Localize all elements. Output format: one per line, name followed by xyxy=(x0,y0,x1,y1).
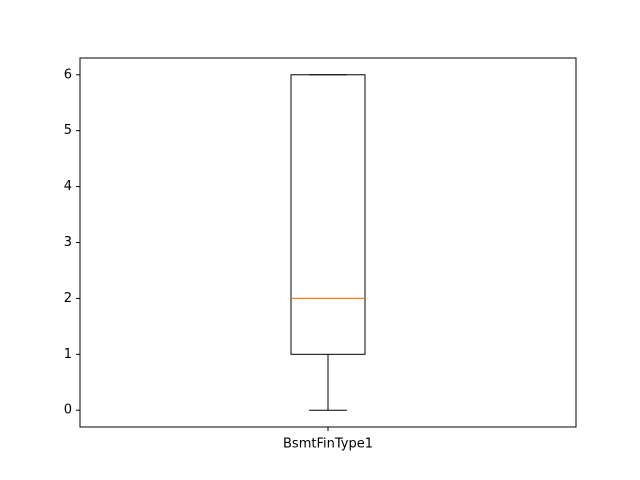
y-tick-label: 5 xyxy=(64,123,72,138)
boxes xyxy=(290,74,366,411)
x-tick-label: BsmtFinType1 xyxy=(283,437,373,452)
y-axis: 0 1 2 3 4 5 6 xyxy=(64,67,80,418)
box-0 xyxy=(290,74,366,411)
y-tick-label: 2 xyxy=(64,291,72,306)
y-tick-label: 1 xyxy=(64,347,72,362)
y-tick-label: 4 xyxy=(64,179,72,194)
x-axis: BsmtFinType1 xyxy=(283,427,373,452)
iqr-box xyxy=(290,74,366,355)
y-tick-label: 3 xyxy=(64,235,72,250)
y-tick-label: 6 xyxy=(64,67,72,82)
y-tick-label: 0 xyxy=(64,403,72,418)
